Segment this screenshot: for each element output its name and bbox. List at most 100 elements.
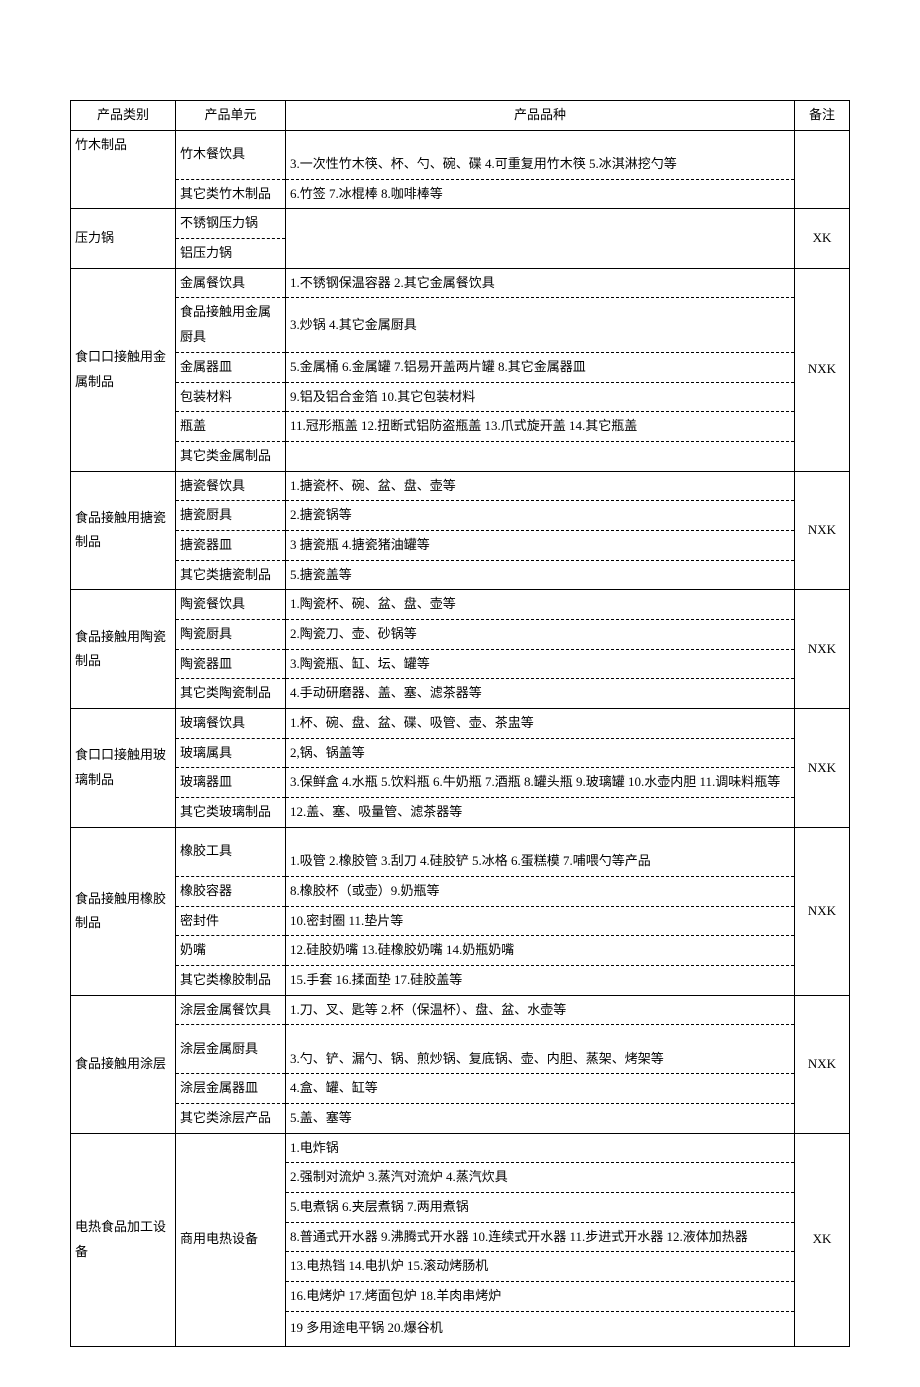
cell-kind: 15.手套 16.揉面垫 17.硅胶盖等 [286, 965, 795, 995]
cell-unit: 不锈钢压力锅 [176, 209, 286, 239]
cell-kind: 3 搪瓷瓶 4.搪瓷猪油罐等 [286, 530, 795, 560]
page: 产品类别 产品单元 产品品种 备注 竹木制品 竹木餐饮具 3.一次性竹木筷、杯、… [0, 0, 920, 1387]
cell-kind: 16.电烤炉 17.烤面包炉 18.羊肉串烤炉 [286, 1282, 795, 1312]
cell-unit: 搪瓷厨具 [176, 501, 286, 531]
cell-unit: 奶嘴 [176, 936, 286, 966]
table-row: 食品接触用搪瓷制品 搪瓷餐饮具 1.搪瓷杯、碗、盆、盘、壶等 NXK [71, 471, 850, 501]
cell-kind [286, 209, 795, 268]
cell-kind: 2.陶瓷刀、壶、砂锅等 [286, 620, 795, 650]
cell-unit: 搪瓷器皿 [176, 530, 286, 560]
cell-note: NXK [795, 995, 850, 1133]
table-row: 其它类玻璃制品 12.盖、塞、吸量管、滤茶器等 [71, 798, 850, 828]
table-row: 橡胶容器 8.橡胶杯（或壶）9.奶瓶等 [71, 876, 850, 906]
cell-kind: 12.盖、塞、吸量管、滤茶器等 [286, 798, 795, 828]
cell-category: 压力锅 [71, 209, 176, 268]
cell-kind: 4.盒、罐、缸等 [286, 1074, 795, 1104]
cell-unit: 陶瓷器皿 [176, 649, 286, 679]
cell-kind: 1.陶瓷杯、碗、盆、盘、壶等 [286, 590, 795, 620]
cell-unit: 其它类橡胶制品 [176, 965, 286, 995]
cell-kind: 2.搪瓷锅等 [286, 501, 795, 531]
cell-unit: 其它类玻璃制品 [176, 798, 286, 828]
table-row: 食品接触用金属厨具 3.炒锅 4.其它金属厨具 [71, 298, 850, 352]
table-row: 其它类橡胶制品 15.手套 16.揉面垫 17.硅胶盖等 [71, 965, 850, 995]
table-row: 其它类竹木制品 6.竹签 7.冰棍棒 8.咖啡棒等 [71, 179, 850, 209]
header-unit: 产品单元 [176, 101, 286, 131]
cell-unit: 其它类涂层产品 [176, 1103, 286, 1133]
table-row: 其它类涂层产品 5.盖、塞等 [71, 1103, 850, 1133]
table-row: 陶瓷器皿 3.陶瓷瓶、缸、坛、罐等 [71, 649, 850, 679]
cell-unit: 铝压力锅 [176, 239, 286, 269]
cell-unit: 涂层金属器皿 [176, 1074, 286, 1104]
cell-unit: 金属餐饮具 [176, 268, 286, 298]
cell-note: NXK [795, 268, 850, 471]
table-row: 食品接触用涂层 涂层金属餐饮具 1.刀、叉、匙等 2.杯（保温杯）、盘、盆、水壶… [71, 995, 850, 1025]
cell-kind: 10.密封圈 11.垫片等 [286, 906, 795, 936]
header-category: 产品类别 [71, 101, 176, 131]
table-row: 金属器皿 5.金属桶 6.金属罐 7.铝易开盖两片罐 8.其它金属器皿 [71, 352, 850, 382]
cell-note: XK [795, 1133, 850, 1346]
cell-kind: 1.杯、碗、盘、盆、碟、吸管、壶、茶盅等 [286, 709, 795, 739]
table-row: 食口口接触用玻璃制品 玻璃餐饮具 1.杯、碗、盘、盆、碟、吸管、壶、茶盅等 NX… [71, 709, 850, 739]
table-row: 其它类搪瓷制品 5.搪瓷盖等 [71, 560, 850, 590]
table-row: 电热食品加工设备 商用电热设备 1.电炸锅 XK [71, 1133, 850, 1163]
cell-category: 食品接触用搪瓷制品 [71, 471, 176, 590]
cell-kind: 5.搪瓷盖等 [286, 560, 795, 590]
table-row: 搪瓷器皿 3 搪瓷瓶 4.搪瓷猪油罐等 [71, 530, 850, 560]
table-row: 密封件 10.密封圈 11.垫片等 [71, 906, 850, 936]
table-header-row: 产品类别 产品单元 产品品种 备注 [71, 101, 850, 131]
cell-unit: 竹木餐饮具 [176, 130, 286, 179]
cell-unit: 橡胶容器 [176, 876, 286, 906]
cell-unit: 玻璃餐饮具 [176, 709, 286, 739]
cell-category: 食品接触用橡胶制品 [71, 827, 176, 995]
table-row: 玻璃属具 2,锅、锅盖等 [71, 738, 850, 768]
cell-kind: 8.普通式开水器 9.沸腾式开水器 10.连续式开水器 11.步进式开水器 12… [286, 1222, 795, 1252]
cell-unit: 金属器皿 [176, 352, 286, 382]
cell-kind: 12.硅胶奶嘴 13.硅橡胶奶嘴 14.奶瓶奶嘴 [286, 936, 795, 966]
cell-kind: 1.电炸锅 [286, 1133, 795, 1163]
header-note: 备注 [795, 101, 850, 131]
cell-category: 食口口接触用玻璃制品 [71, 709, 176, 828]
cell-kind: 1.刀、叉、匙等 2.杯（保温杯）、盘、盆、水壶等 [286, 995, 795, 1025]
cell-category: 电热食品加工设备 [71, 1133, 176, 1346]
cell-unit: 涂层金属厨具 [176, 1025, 286, 1074]
cell-kind: 5.盖、塞等 [286, 1103, 795, 1133]
header-kind: 产品品种 [286, 101, 795, 131]
table-row: 竹木制品 竹木餐饮具 3.一次性竹木筷、杯、勺、碗、碟 4.可重复用竹木筷 5.… [71, 130, 850, 179]
cell-kind: 3.勺、铲、漏勺、锅、煎炒锅、复底锅、壶、内胆、蒸架、烤架等 [286, 1025, 795, 1074]
cell-unit: 商用电热设备 [176, 1133, 286, 1346]
cell-note: NXK [795, 827, 850, 995]
table-row: 包装材料 9.铝及铝合金箔 10.其它包装材料 [71, 382, 850, 412]
cell-unit: 其它类陶瓷制品 [176, 679, 286, 709]
cell-kind: 5.金属桶 6.金属罐 7.铝易开盖两片罐 8.其它金属器皿 [286, 352, 795, 382]
cell-unit: 搪瓷餐饮具 [176, 471, 286, 501]
cell-unit: 其它类搪瓷制品 [176, 560, 286, 590]
cell-note: NXK [795, 709, 850, 828]
cell-category: 食口口接触用金属制品 [71, 268, 176, 471]
cell-unit: 陶瓷餐饮具 [176, 590, 286, 620]
cell-kind: 8.橡胶杯（或壶）9.奶瓶等 [286, 876, 795, 906]
cell-kind: 1.不锈钢保温容器 2.其它金属餐饮具 [286, 268, 795, 298]
table-row: 食品接触用陶瓷制品 陶瓷餐饮具 1.陶瓷杯、碗、盆、盘、壶等 NXK [71, 590, 850, 620]
table-row: 其它类陶瓷制品 4.手动研磨器、盖、塞、滤茶器等 [71, 679, 850, 709]
table-row: 食口口接触用金属制品 金属餐饮具 1.不锈钢保温容器 2.其它金属餐饮具 NXK [71, 268, 850, 298]
cell-kind: 11.冠形瓶盖 12.扭断式铝防盗瓶盖 13.爪式旋开盖 14.其它瓶盖 [286, 412, 795, 442]
cell-note: XK [795, 209, 850, 268]
cell-kind: 2.强制对流炉 3.蒸汽对流炉 4.蒸汽炊具 [286, 1163, 795, 1193]
table-row: 涂层金属厨具 3.勺、铲、漏勺、锅、煎炒锅、复底锅、壶、内胆、蒸架、烤架等 [71, 1025, 850, 1074]
cell-category: 食品接触用陶瓷制品 [71, 590, 176, 709]
table-row: 陶瓷厨具 2.陶瓷刀、壶、砂锅等 [71, 620, 850, 650]
table-row: 压力锅 不锈钢压力锅 XK [71, 209, 850, 239]
table-row: 瓶盖 11.冠形瓶盖 12.扭断式铝防盗瓶盖 13.爪式旋开盖 14.其它瓶盖 [71, 412, 850, 442]
cell-category: 食品接触用涂层 [71, 995, 176, 1133]
cell-unit: 陶瓷厨具 [176, 620, 286, 650]
cell-unit: 玻璃属具 [176, 738, 286, 768]
cell-kind: 3.炒锅 4.其它金属厨具 [286, 298, 795, 352]
cell-unit: 密封件 [176, 906, 286, 936]
cell-kind: 3.陶瓷瓶、缸、坛、罐等 [286, 649, 795, 679]
cell-kind: 1.吸管 2.橡胶管 3.刮刀 4.硅胶铲 5.冰格 6.蛋糕模 7.哺喂勺等产… [286, 827, 795, 876]
cell-kind: 13.电热铛 14.电扒炉 15.滚动烤肠机 [286, 1252, 795, 1282]
cell-kind: 19 多用途电平锅 20.爆谷机 [286, 1311, 795, 1346]
table-row: 搪瓷厨具 2.搪瓷锅等 [71, 501, 850, 531]
cell-kind: 9.铝及铝合金箔 10.其它包装材料 [286, 382, 795, 412]
table-row: 其它类金属制品 [71, 441, 850, 471]
